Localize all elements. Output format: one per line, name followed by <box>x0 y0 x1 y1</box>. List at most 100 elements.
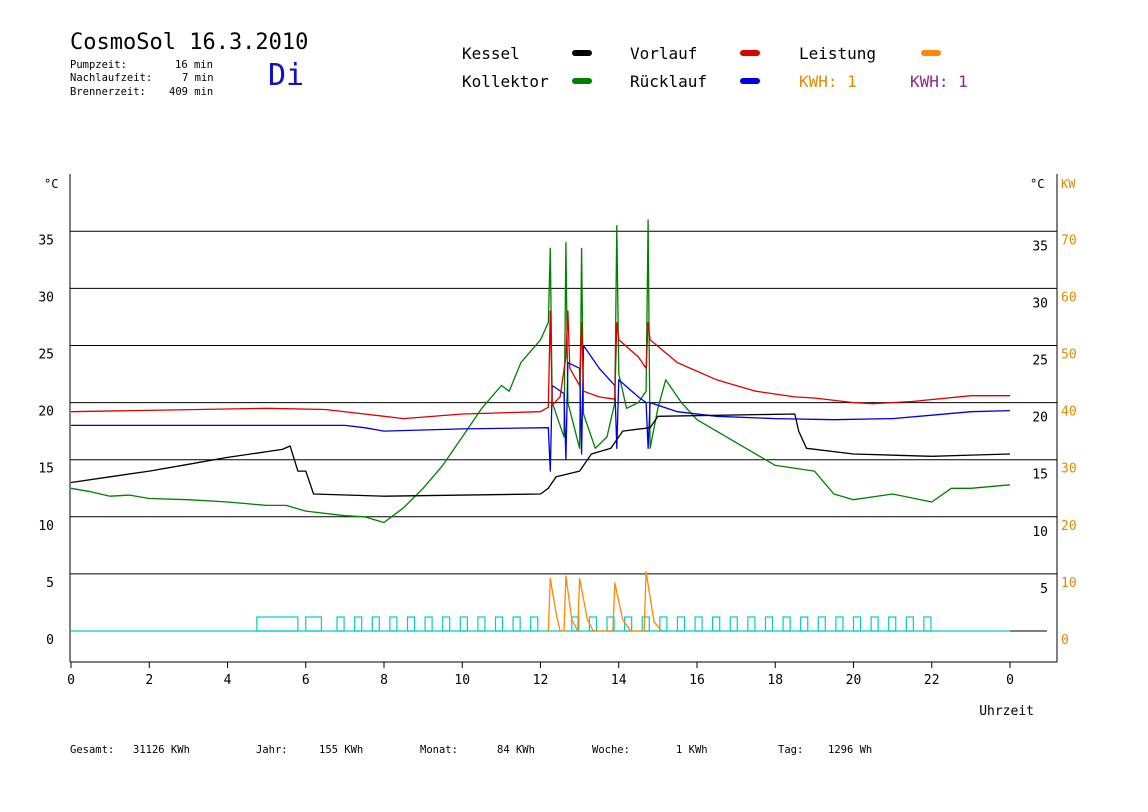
pump-state-box <box>336 616 345 632</box>
footer-gesamt-value: 31126 KWh <box>133 744 190 756</box>
footer-tag-value: 1296 Wh <box>828 744 873 756</box>
nachlaufzeit-value: 7 min <box>182 72 214 84</box>
pump-state-box <box>870 616 879 632</box>
series-kollektor <box>70 219 1011 524</box>
legend-leistung-swatch <box>921 50 941 56</box>
y-tick-label-right: 5 <box>1040 582 1048 597</box>
y-tick-label-right: 30 <box>1032 296 1048 311</box>
pump-state-box <box>835 616 844 632</box>
pump-state-box <box>354 616 363 632</box>
pump-state-box <box>817 616 826 632</box>
pump-state-box <box>624 616 633 632</box>
y-tick-label-right: 15 <box>1032 468 1048 483</box>
y-tick-label-right: 10 <box>1032 525 1048 540</box>
pump-state-box <box>676 616 686 632</box>
pump-state-box <box>782 616 791 632</box>
y-tick-label-kw: 60 <box>1061 290 1077 305</box>
brennerzeit-label: Brennerzeit: <box>70 86 146 98</box>
pump-state-box <box>424 616 433 632</box>
footer-woche-value: 1 KWh <box>676 744 708 756</box>
footer-tag-label: Tag: <box>778 744 804 756</box>
brennerzeit-value: 409 min <box>169 86 214 98</box>
y-unit-kw: KW <box>1061 177 1076 191</box>
pump-state-box <box>800 616 809 632</box>
pump-state-box <box>371 616 380 632</box>
y-tick-label-left: 0 <box>46 633 54 648</box>
legend-kollektor-label: Kollektor <box>462 72 549 91</box>
pump-state-box <box>659 616 668 632</box>
x-tick-label: 16 <box>689 673 705 688</box>
weekday-label: Di <box>268 58 305 93</box>
footer-woche-label: Woche: <box>592 744 630 756</box>
pump-state-box <box>852 616 862 632</box>
y-tick-label-left: 35 <box>38 233 54 248</box>
pump-state-box <box>747 616 756 632</box>
series-kessel <box>70 413 1011 497</box>
series-vorlauf <box>70 310 1010 420</box>
y-tick-label-left: 5 <box>46 576 54 591</box>
y-tick-label-left: 10 <box>38 519 54 534</box>
y-tick-label-kw: 10 <box>1061 576 1077 591</box>
pump-state-box <box>459 616 468 632</box>
y-tick-label-right: 20 <box>1032 411 1048 426</box>
legend-kollektor-swatch <box>572 78 592 84</box>
series-ruecklauf <box>71 344 1011 472</box>
pump-state-box <box>256 616 299 632</box>
pump-state-box <box>477 616 486 632</box>
footer-monat-label: Monat: <box>420 744 458 756</box>
pump-state-box <box>694 616 703 632</box>
y-tick-label-kw: 40 <box>1061 405 1077 420</box>
pump-state-box <box>494 616 504 632</box>
x-tick-label: 18 <box>767 673 783 688</box>
y-tick-label-right: 35 <box>1032 239 1048 254</box>
y-tick-label-kw: 20 <box>1061 519 1077 534</box>
x-tick-label: 2 <box>145 673 153 688</box>
pump-state-box <box>905 616 914 632</box>
pumpzeit-value: 16 min <box>175 59 213 71</box>
x-tick-label: 0 <box>67 673 75 688</box>
x-tick-label: 22 <box>924 673 940 688</box>
legend-kessel-swatch <box>572 50 592 56</box>
x-tick-label: 6 <box>302 673 310 688</box>
footer-jahr-label: Jahr: <box>256 744 288 756</box>
x-tick-label: 14 <box>611 673 627 688</box>
pump-state-box <box>712 616 721 632</box>
y-tick-label-left: 20 <box>38 405 54 420</box>
footer-monat-value: 84 KWh <box>497 744 535 756</box>
pump-state-box <box>512 616 521 632</box>
y-tick-label-left: 30 <box>38 290 54 305</box>
footer-gesamt-label: Gesamt: <box>70 744 115 756</box>
pump-state-box <box>530 616 539 632</box>
pump-state-box <box>442 616 451 632</box>
y-tick-label-kw: 30 <box>1061 462 1077 477</box>
y-tick-label-kw: 0 <box>1061 633 1069 648</box>
series-leistung <box>547 570 663 632</box>
pump-state-box <box>641 616 650 632</box>
y-tick-label-kw: 70 <box>1061 233 1077 248</box>
footer-jahr-value: 155 KWh <box>319 744 364 756</box>
pump-state-box <box>888 616 897 632</box>
legend-vorlauf-label: Vorlauf <box>630 44 698 63</box>
pump-state-box <box>923 616 932 632</box>
y-unit-right: °C <box>1030 177 1044 191</box>
legend-kessel-label: Kessel <box>462 44 520 63</box>
x-tick-label: 4 <box>224 673 232 688</box>
legend-vorlauf-swatch <box>740 50 760 56</box>
y-tick-label-left: 15 <box>38 462 54 477</box>
y-tick-label-kw: 50 <box>1061 348 1077 363</box>
pumpzeit-label: Pumpzeit: <box>70 59 127 71</box>
legend-leistung-label: Leistung <box>799 44 877 63</box>
pump-state-box <box>389 616 398 632</box>
x-tick-label: 8 <box>380 673 388 688</box>
pump-state-box <box>764 616 774 632</box>
nachlaufzeit-label: Nachlaufzeit: <box>70 72 153 84</box>
y-tick-label-right: 25 <box>1032 354 1048 369</box>
pump-state-box <box>305 616 322 632</box>
x-tick-label: 12 <box>533 673 549 688</box>
y-unit-left: °C <box>44 177 58 191</box>
legend-kwh-orange: KWH: 1 <box>799 72 857 91</box>
x-tick-label: 10 <box>454 673 470 688</box>
pump-state-box <box>729 616 738 632</box>
chart-title: CosmoSol 16.3.2010 <box>70 30 309 55</box>
